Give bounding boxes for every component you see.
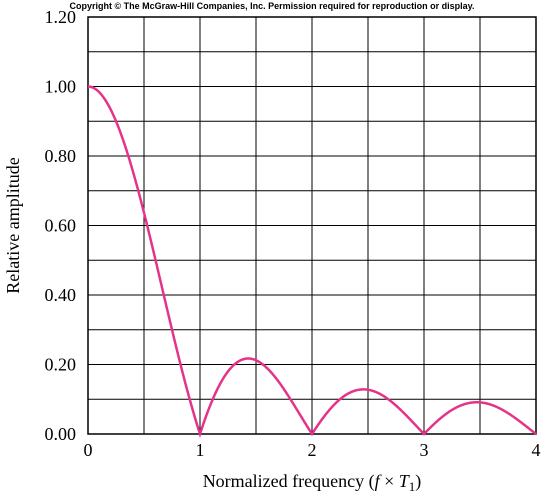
- x-axis-label-t: T: [399, 471, 411, 491]
- x-axis-label-prefix: Normalized frequency (: [203, 471, 375, 492]
- y-tick-label: 0.60: [45, 216, 77, 236]
- x-axis-ticks: 0 1 2 3 4: [84, 440, 541, 460]
- x-axis-label-suffix: ): [415, 471, 421, 492]
- x-tick-label: 4: [532, 440, 541, 460]
- x-axis-label: Normalized frequency (f × T1): [203, 471, 422, 494]
- y-tick-label: 0.00: [45, 424, 77, 444]
- y-tick-label: 1.20: [45, 7, 77, 27]
- y-tick-label: 0.80: [45, 146, 77, 166]
- x-axis-label-f: f: [375, 471, 383, 491]
- series-line: [87, 85, 537, 439]
- x-tick-label: 0: [84, 440, 93, 460]
- x-tick-label: 2: [308, 440, 317, 460]
- chart-grid: [88, 17, 536, 434]
- y-axis-ticks: 0.00 0.20 0.40 0.60 0.80 1.00 1.20: [45, 7, 77, 444]
- copyright-notice: Copyright © The McGraw-Hill Companies, I…: [69, 1, 474, 11]
- x-tick-label: 1: [196, 440, 205, 460]
- x-axis-label-times: ×: [380, 471, 399, 491]
- y-axis-label: Relative amplitude: [3, 157, 23, 293]
- x-tick-label: 3: [420, 440, 429, 460]
- x-axis-label-subscript: 1: [409, 479, 416, 494]
- y-tick-label: 0.40: [45, 285, 77, 305]
- y-tick-label: 1.00: [45, 77, 77, 97]
- y-tick-label: 0.20: [45, 355, 77, 375]
